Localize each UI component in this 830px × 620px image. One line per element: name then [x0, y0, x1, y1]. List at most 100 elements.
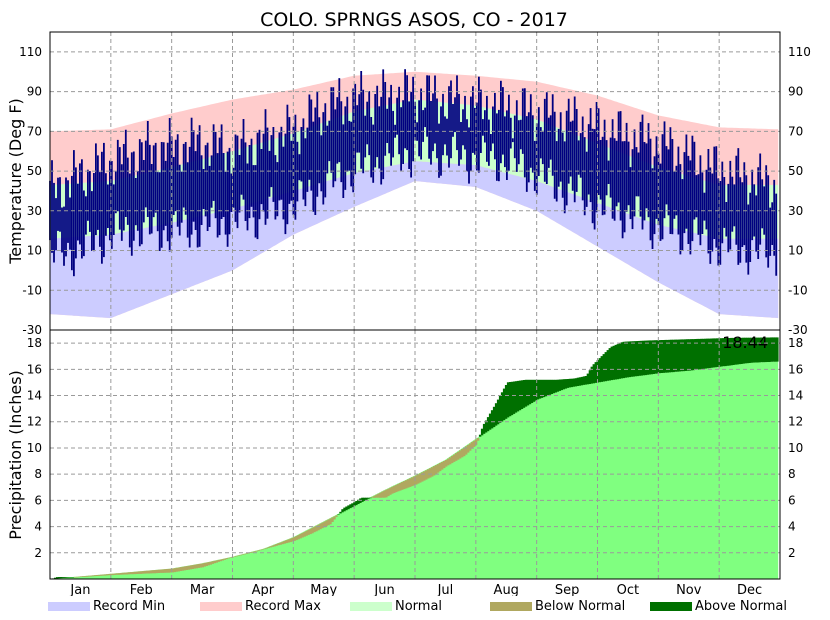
above-normal-segment — [694, 339, 697, 370]
below-normal-segment — [209, 561, 212, 565]
below-normal-segment — [297, 535, 300, 540]
below-normal-segment — [183, 566, 187, 571]
above-normal-segment — [748, 337, 751, 363]
above-normal-segment — [552, 379, 556, 394]
month-tick-label: Oct — [617, 583, 639, 596]
above-normal-segment — [654, 340, 657, 374]
below-normal-segment — [165, 569, 169, 573]
precipitation-tick-label-left: 12 — [27, 415, 42, 429]
above-normal-segment — [608, 348, 611, 381]
above-normal-segment — [768, 337, 771, 362]
below-normal-segment — [163, 569, 167, 573]
below-normal-segment — [93, 575, 97, 577]
below-normal-segment — [127, 572, 131, 575]
below-normal-segment — [251, 551, 254, 553]
below-normal-segment — [333, 516, 336, 520]
below-normal-segment — [99, 574, 103, 576]
below-normal-segment — [267, 547, 270, 548]
below-normal-segment — [277, 543, 280, 546]
legend-label: Record Min — [93, 598, 166, 614]
normal-precip-area — [50, 361, 779, 579]
below-normal-segment — [283, 540, 286, 544]
temperature-tick-label-left: 10 — [27, 244, 42, 258]
below-normal-segment — [443, 461, 446, 469]
below-normal-segment — [293, 537, 296, 541]
below-normal-segment — [159, 569, 163, 573]
above-normal-segment — [544, 379, 548, 397]
above-normal-segment — [598, 358, 601, 383]
temperature-tick-label-left: 90 — [27, 85, 42, 99]
below-normal-segment — [375, 494, 378, 498]
below-normal-segment — [273, 544, 276, 547]
above-normal-segment — [484, 420, 488, 433]
precipitation-tick-label-left: 14 — [27, 389, 42, 403]
precipitation-tick-label-left: 6 — [34, 493, 42, 507]
above-normal-segment — [624, 341, 627, 378]
above-normal-segment — [492, 406, 496, 428]
below-normal-segment — [271, 545, 274, 547]
above-normal-segment — [616, 344, 619, 380]
below-normal-segment — [195, 564, 198, 569]
above-normal-segment — [666, 339, 669, 373]
below-normal-segment — [303, 531, 306, 537]
below-normal-segment — [193, 564, 196, 569]
precipitation-tick-label-right: 16 — [788, 362, 803, 376]
climate-chart: COLO. SPRNGS ASOS, CO - 2017 Temperature… — [6, 9, 811, 596]
temperature-tick-label-left: -30 — [22, 323, 42, 337]
below-normal-segment — [121, 572, 125, 575]
above-normal-segment — [349, 504, 352, 509]
below-normal-segment — [157, 569, 161, 573]
above-normal-segment — [570, 378, 574, 388]
above-normal-segment — [614, 344, 617, 380]
legend-label: Above Normal — [695, 598, 787, 614]
below-normal-segment — [143, 570, 147, 574]
precipitation-tick-label-left: 10 — [27, 441, 42, 455]
below-normal-segment — [467, 444, 470, 453]
above-normal-segment — [576, 377, 580, 386]
below-normal-segment — [81, 576, 85, 577]
above-normal-segment — [556, 379, 560, 392]
precipitation-tick-label-left: 2 — [34, 546, 42, 560]
above-normal-segment — [482, 423, 486, 434]
below-normal-segment — [285, 540, 288, 544]
below-normal-segment — [407, 479, 410, 488]
legend-swatch — [200, 601, 242, 611]
above-normal-segment — [682, 339, 685, 372]
below-normal-segment — [307, 529, 310, 535]
temperature-tick-label-right: 50 — [788, 164, 803, 178]
above-normal-segment — [696, 338, 699, 370]
below-normal-segment — [371, 496, 374, 498]
above-normal-segment — [658, 340, 661, 374]
below-normal-segment — [261, 549, 264, 550]
above-normal-segment — [586, 373, 590, 385]
above-normal-segment — [720, 338, 723, 367]
above-normal-segment — [678, 339, 681, 372]
below-normal-segment — [395, 484, 398, 493]
legend-swatch — [350, 601, 392, 611]
below-normal-segment — [145, 570, 149, 574]
below-normal-segment — [441, 462, 444, 470]
below-normal-segment — [319, 523, 322, 530]
below-normal-segment — [225, 558, 228, 560]
below-normal-segment — [171, 568, 175, 573]
below-normal-segment — [201, 563, 204, 568]
above-normal-segment — [626, 341, 629, 378]
below-normal-segment — [403, 481, 406, 490]
above-normal-segment — [542, 379, 546, 398]
above-normal-segment — [628, 341, 631, 378]
above-normal-segment — [622, 341, 625, 379]
temperature-tick-label-left: 70 — [27, 124, 42, 138]
above-normal-segment — [566, 379, 570, 388]
above-normal-segment — [674, 339, 677, 372]
below-normal-segment — [141, 571, 145, 574]
above-normal-segment — [704, 338, 707, 369]
precipitation-panel — [50, 330, 780, 580]
below-normal-segment — [107, 574, 111, 576]
below-normal-segment — [169, 568, 173, 573]
below-normal-segment — [397, 483, 400, 492]
above-normal-segment — [686, 339, 689, 371]
below-normal-segment — [447, 458, 450, 466]
above-normal-segment — [672, 339, 675, 373]
below-normal-segment — [311, 527, 314, 534]
above-normal-segment — [766, 337, 769, 362]
